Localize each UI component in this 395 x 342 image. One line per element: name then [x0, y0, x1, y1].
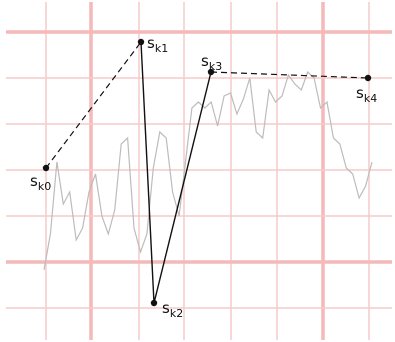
- segment-solid: [153, 71, 212, 304]
- point-k1: [137, 38, 145, 46]
- points: [42, 38, 372, 307]
- point-label-k1: sk1: [147, 34, 168, 55]
- point-label-k0: sk0: [30, 172, 51, 193]
- grid: [6, 2, 392, 340]
- point-label-k4: sk4: [356, 84, 377, 105]
- point-label-subscript: k3: [209, 60, 222, 73]
- point-label-letter: s: [356, 84, 364, 102]
- point-label-letter: s: [201, 52, 209, 70]
- point-label-letter: s: [162, 299, 170, 317]
- segment-dashed: [210, 71, 369, 79]
- point-label-k3: sk3: [201, 52, 222, 73]
- point-k4: [364, 74, 372, 82]
- point-label-letter: s: [147, 34, 155, 52]
- point-k0: [42, 164, 50, 172]
- point-k2: [150, 299, 158, 307]
- segment-solid: [140, 41, 155, 304]
- segment-dashed: [45, 41, 142, 169]
- point-label-subscript: k4: [364, 92, 377, 105]
- segments: [45, 41, 369, 304]
- point-label-subscript: k1: [155, 42, 168, 55]
- signal-curve: [43, 70, 373, 271]
- point-label-subscript: k2: [170, 307, 183, 320]
- point-k3: [207, 68, 215, 76]
- point-label-letter: s: [30, 172, 38, 190]
- point-label-k2: sk2: [162, 299, 183, 320]
- point-label-subscript: k0: [38, 180, 51, 193]
